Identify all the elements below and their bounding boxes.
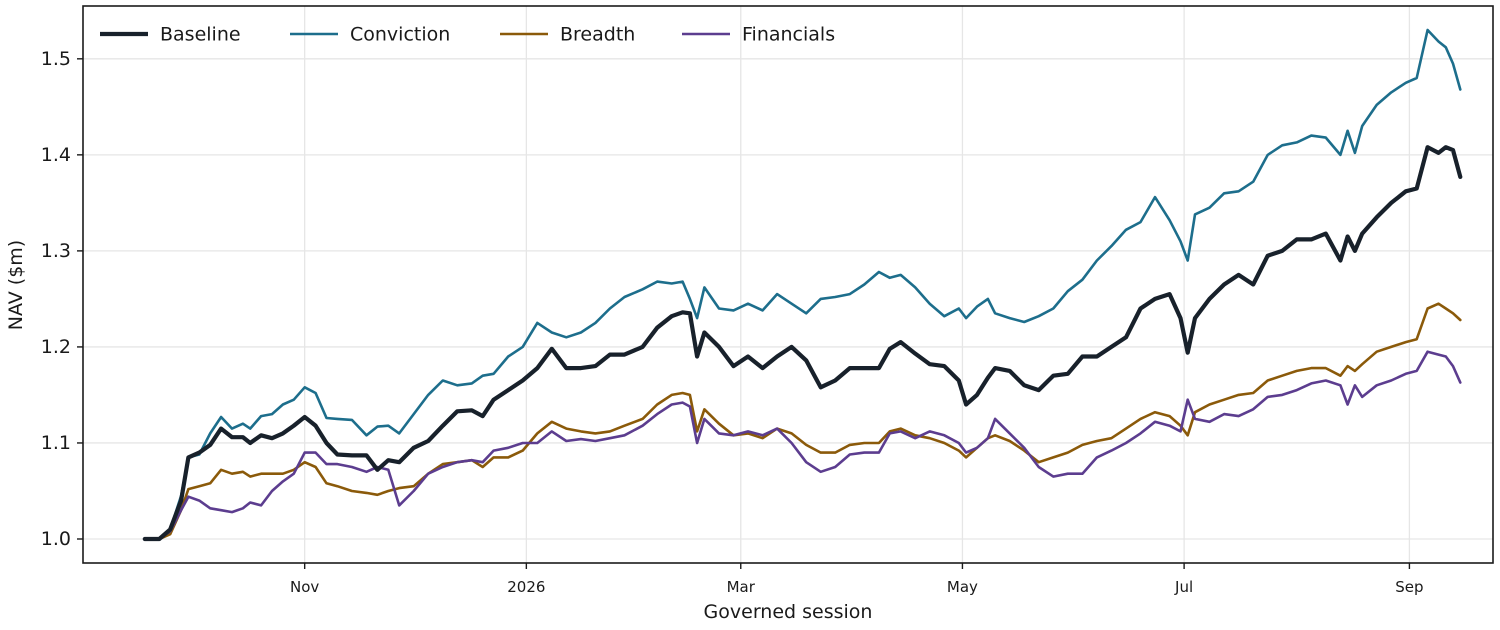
grid-lines — [83, 6, 1493, 563]
x-tick-label: Jul — [1174, 578, 1193, 596]
x-tick-label: Nov — [290, 578, 319, 596]
series-line-conviction — [143, 28, 1462, 541]
y-axis-ticks: 1.0 1.1 1.2 1.3 1.4 1.5 — [41, 48, 83, 550]
series-line-financials — [143, 350, 1462, 541]
series-line-baseline — [142, 145, 1463, 542]
x-tick-label: 2026 — [507, 578, 545, 596]
legend: Baseline Conviction Breadth Financials — [100, 24, 835, 46]
x-tick-label: Mar — [727, 578, 756, 596]
y-tick-label: 1.3 — [41, 240, 71, 262]
legend-label-conviction: Conviction — [350, 24, 450, 46]
x-axis-ticks: Nov 2026 Mar May Jul Sep — [290, 563, 1424, 596]
y-tick-label: 1.5 — [41, 48, 71, 70]
legend-label-financials: Financials — [742, 24, 835, 46]
x-tick-label: May — [947, 578, 978, 596]
y-tick-label: 1.0 — [41, 528, 71, 550]
legend-label-breadth: Breadth — [560, 24, 635, 46]
y-tick-label: 1.1 — [41, 432, 71, 454]
y-axis-title: NAV ($m) — [5, 240, 27, 330]
x-tick-label: Sep — [1395, 578, 1423, 596]
y-tick-label: 1.2 — [41, 336, 71, 358]
series-layer — [142, 28, 1463, 542]
y-tick-label: 1.4 — [41, 144, 71, 166]
plot-frame — [82, 5, 1494, 564]
x-axis-title: Governed session — [704, 601, 873, 623]
series-line-breadth — [143, 302, 1462, 541]
legend-label-baseline: Baseline — [160, 24, 241, 46]
